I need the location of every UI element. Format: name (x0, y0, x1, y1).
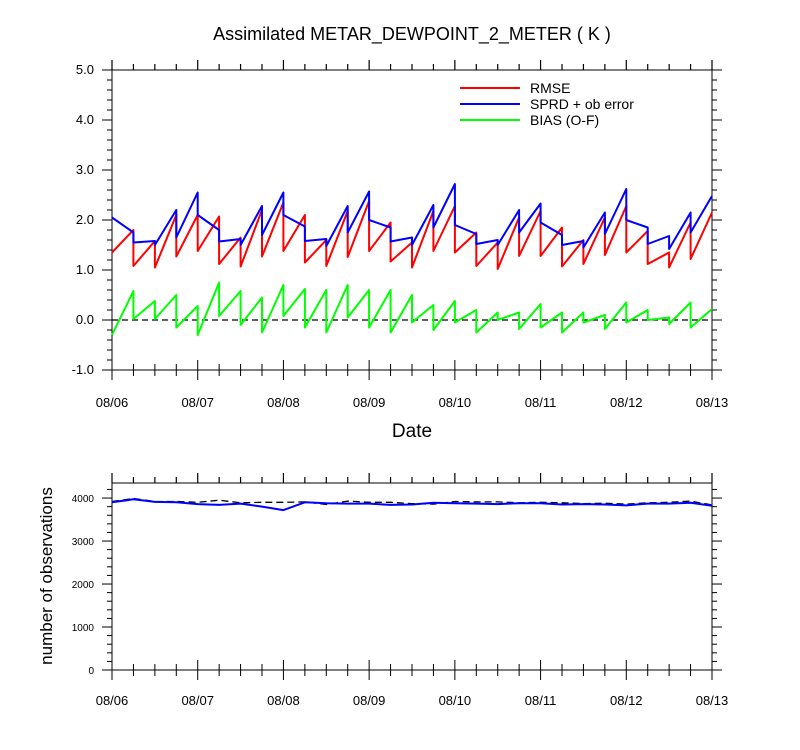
bottom-x-tick-label: 08/11 (525, 693, 557, 708)
bottom-x-tick-label: 08/13 (696, 693, 729, 708)
bottom-y-tick-label: 2000 (72, 580, 95, 591)
top-y-tick-label: 2.0 (76, 212, 94, 227)
bottom-x-tick-label: 08/07 (181, 693, 214, 708)
bottom-series-assimilated (111, 498, 713, 512)
bottom-plot-frame (111, 482, 713, 671)
top-y-tick-label: 1.0 (76, 262, 94, 277)
top-x-tick-label: 08/06 (96, 395, 129, 410)
top-x-tick-label: 08/12 (610, 395, 643, 410)
top-y-tick-label: 4.0 (76, 112, 94, 127)
legend-label: SPRD + ob error (530, 96, 634, 112)
top-y-tick-label: 5.0 (76, 62, 94, 77)
chart-title: Assimilated METAR_DEWPOINT_2_METER ( K ) (213, 24, 611, 45)
bottom-x-tick-label: 08/08 (267, 693, 300, 708)
top-x-tick-label: 08/10 (439, 395, 472, 410)
bottom-y-axis-label: number of observations (37, 487, 56, 665)
bottom-y-tick-label: 1000 (72, 623, 95, 634)
top-series-bias-o-f (111, 281, 713, 336)
bottom-x-tick-label: 08/09 (353, 693, 386, 708)
top-y-tick-label: 3.0 (76, 162, 94, 177)
bottom-x-tick-label: 08/10 (439, 693, 472, 708)
legend-label: RMSE (530, 80, 570, 96)
bottom-y-tick-label: 4000 (72, 494, 95, 505)
top-series-sprd-ob-error (111, 183, 713, 250)
top-x-tick-label: 08/11 (525, 395, 557, 410)
top-y-tick-label: 0.0 (76, 312, 94, 327)
bottom-x-tick-label: 08/12 (610, 693, 643, 708)
bottom-y-tick-label: 0 (88, 666, 94, 677)
bottom-panel: 0 1000 2000 3000 4000 08/06 08/07 08/08 08/09 08/… (72, 473, 729, 708)
legend-label: BIAS (O-F) (530, 112, 599, 128)
top-panel: -1.0 0.0 1.0 2.0 3.0 4.0 5.0 08/06 08/07 08/08 08/… (72, 60, 729, 410)
bottom-y-tick-label: 3000 (72, 537, 95, 548)
top-x-axis-label: Date (392, 421, 432, 442)
top-series-rmse (111, 200, 713, 270)
top-x-tick-label: 08/07 (181, 395, 214, 410)
top-x-tick-label: 08/09 (353, 395, 386, 410)
top-x-tick-label: 08/13 (696, 395, 729, 410)
top-y-tick-label: -1.0 (72, 362, 94, 377)
top-x-tick-label: 08/08 (267, 395, 300, 410)
bottom-x-tick-label: 08/06 (96, 693, 129, 708)
